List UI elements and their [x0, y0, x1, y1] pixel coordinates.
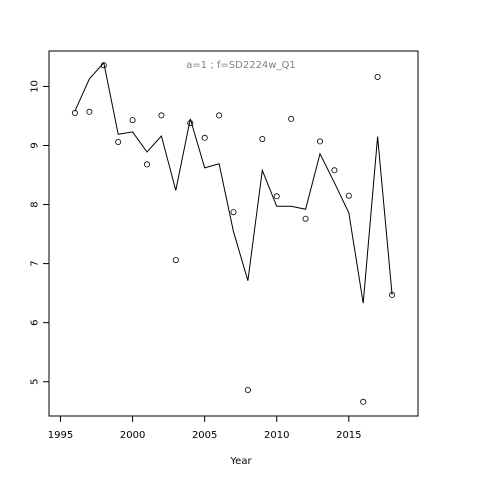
- data-point: [71, 110, 78, 117]
- y-tick-label: 7: [30, 260, 41, 266]
- chart-annotation: a=1 ; f=SD2224w_Q1: [186, 60, 295, 71]
- data-point: [389, 291, 396, 298]
- y-tick-label: 8: [30, 201, 41, 207]
- y-axis: 5 6 7 8 9 10: [30, 80, 49, 385]
- data-point: [259, 135, 266, 142]
- data-point: [288, 115, 295, 122]
- data-point: [302, 215, 309, 222]
- y-tick-label: 6: [30, 319, 41, 325]
- data-point: [360, 398, 367, 405]
- data-point: [86, 108, 93, 115]
- y-tick-label: 5: [30, 379, 41, 385]
- x-axis: 1995 2000 2005 2010 2015: [48, 416, 362, 441]
- data-point: [244, 386, 251, 393]
- x-tick-label: 2005: [192, 430, 217, 441]
- x-tick-label: 2010: [264, 430, 289, 441]
- data-point: [201, 134, 208, 141]
- data-point: [345, 192, 352, 199]
- data-point: [158, 112, 165, 119]
- y-tick-label: 10: [30, 80, 41, 93]
- data-point: [172, 257, 179, 264]
- data-point: [374, 74, 381, 81]
- plot-frame: [48, 50, 419, 417]
- data-point: [316, 138, 323, 145]
- data-point: [129, 117, 136, 124]
- x-tick-label: 1995: [48, 430, 73, 441]
- x-tick-label: 2000: [120, 430, 145, 441]
- x-tick-label: 2015: [336, 430, 361, 441]
- data-point: [331, 167, 338, 174]
- data-point: [100, 62, 107, 69]
- y-tick-label: 9: [30, 142, 41, 148]
- data-point: [273, 193, 280, 200]
- data-point: [230, 209, 237, 216]
- series-line: [74, 61, 393, 304]
- data-point: [187, 120, 194, 127]
- plot-content: [71, 61, 396, 405]
- data-point: [216, 112, 223, 119]
- data-point: [115, 138, 122, 145]
- data-point: [143, 161, 150, 168]
- x-axis-label: Year: [229, 456, 252, 467]
